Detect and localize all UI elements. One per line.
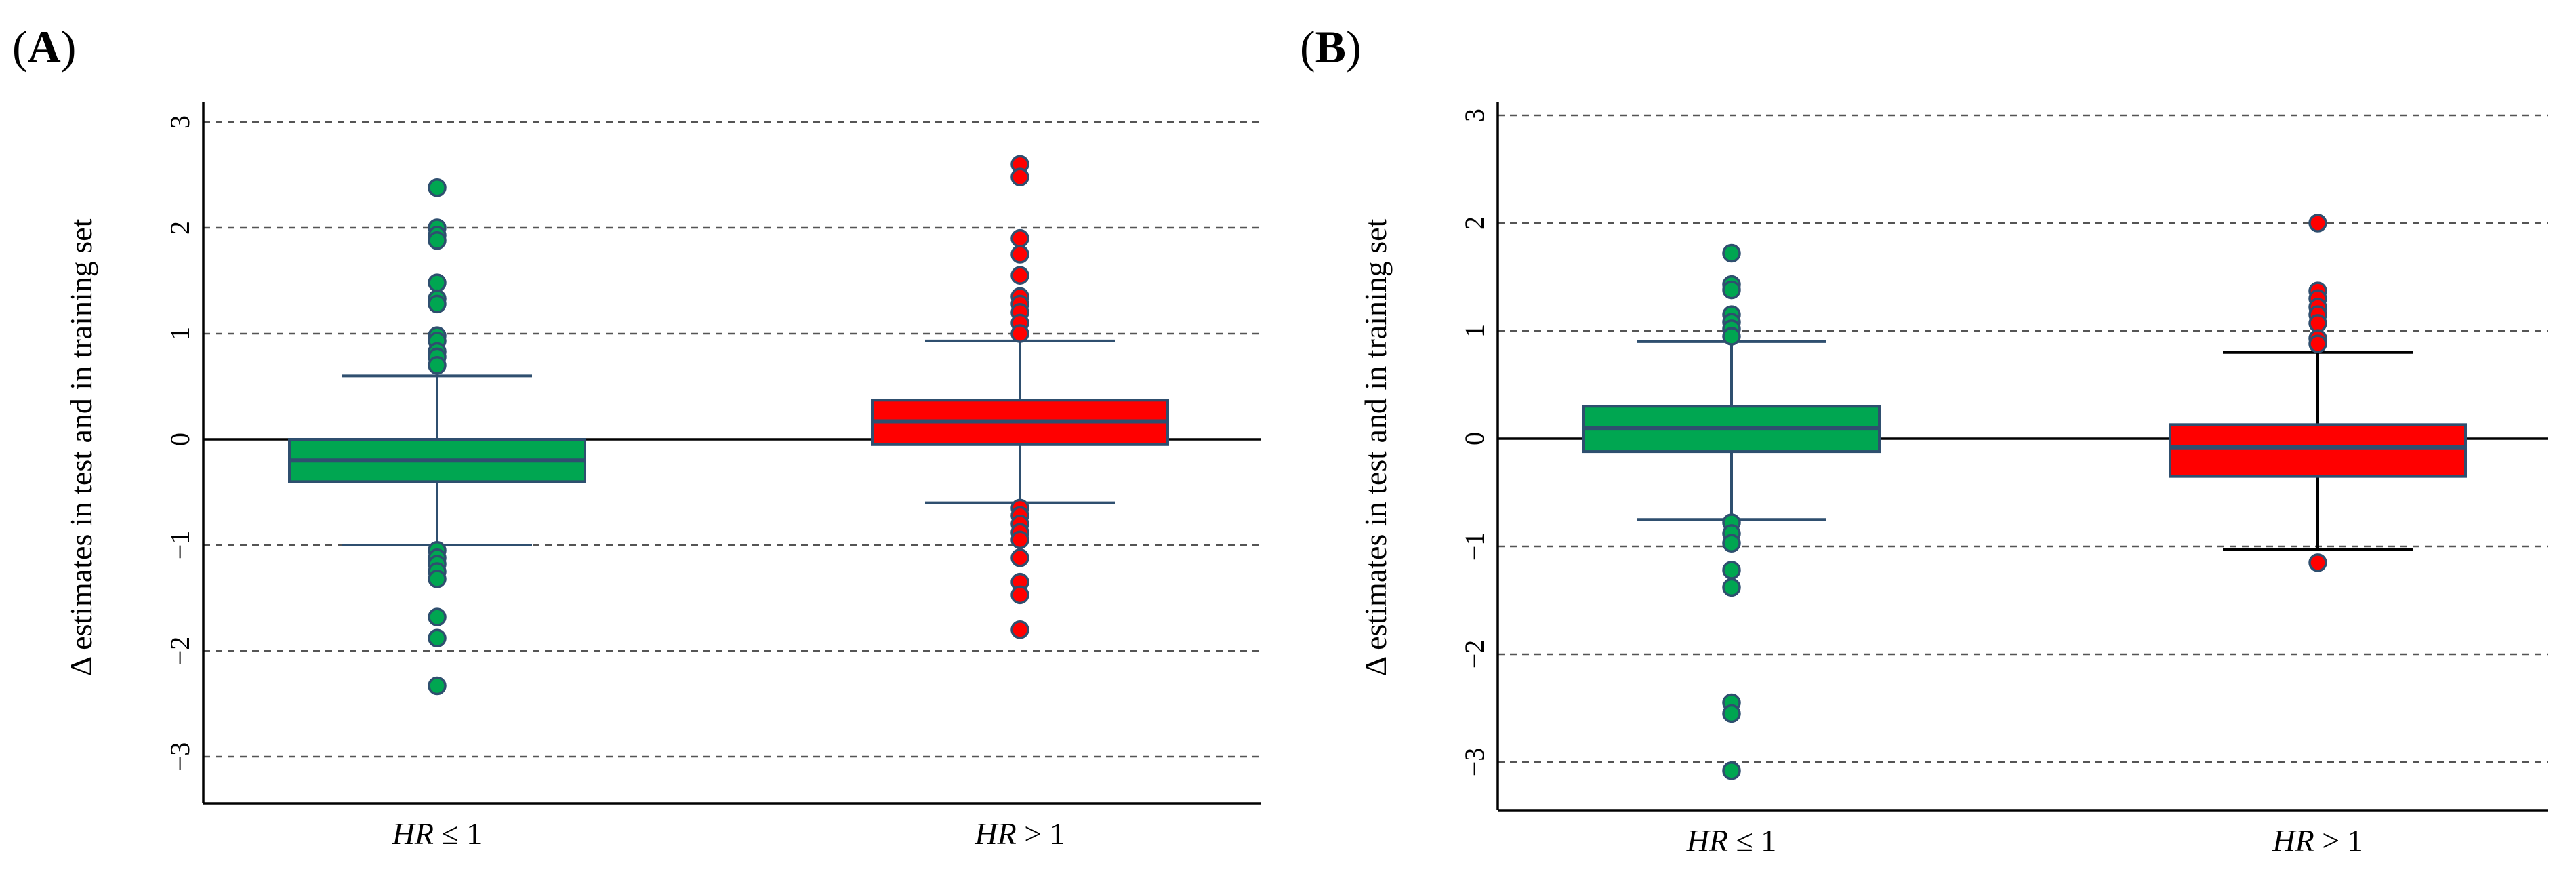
- panel-a-boxes: [288, 155, 1169, 696]
- panel-b-y-tick-label: −1: [1459, 532, 1490, 561]
- panel-a-hr-le-1-outlier: [428, 356, 447, 375]
- panel-a-hr-gt-1-category-op: > 1: [1017, 816, 1065, 851]
- panel-a-y-axis-label: Δ estimates in test and in training set: [64, 218, 98, 676]
- panel-a-letter: A: [28, 21, 61, 73]
- panel-b-y-tick-label: 1: [1459, 324, 1490, 338]
- panel-b-hr-le-1-outlier: [1722, 280, 1741, 300]
- panel-b-y-tick-label: −3: [1459, 748, 1490, 777]
- panel-a-hr-gt-1-category-hr: HR: [974, 816, 1016, 851]
- panel-a-hr-gt-1-outlier: [1010, 266, 1029, 285]
- panel-b-label-text: (B): [1300, 21, 1362, 73]
- panel-b-hr-gt-1-category-label: HR > 1: [2272, 823, 2363, 858]
- panel-b-hr-le-1-outlier: [1722, 534, 1741, 553]
- panel-a-hr-gt-1-outlier: [1010, 548, 1029, 567]
- panel-b-hr-gt-1-category-hr: HR: [2272, 823, 2314, 858]
- panel-b-hr-le-1-outlier: [1722, 761, 1741, 780]
- panel-a-y-tick-label: 0: [165, 433, 195, 446]
- panel-b-y-tick-label: 3: [1459, 108, 1490, 122]
- panel-a-hr-le-1-category-hr: HR: [392, 816, 434, 851]
- panel-a-y-tick-label: 3: [165, 115, 195, 129]
- panel-a-hr-le-1-outlier: [428, 570, 447, 588]
- panel-b-label: (B): [1300, 21, 1362, 73]
- panel-a-y-ticks: 3 2 1 0 −1 −2 −3: [165, 115, 195, 771]
- panel-a-hr-le-1-box-group: [288, 178, 586, 696]
- panel-a-hr-gt-1-outlier: [1010, 324, 1029, 343]
- panel-a-label: (A): [12, 21, 76, 73]
- panel-a-y-tick-label: 1: [165, 327, 195, 340]
- panel-a-x-categories: HR ≤ 1 HR > 1: [392, 816, 1065, 851]
- panel-b-hr-gt-1-outlier: [2308, 314, 2327, 333]
- panel-a-y-tick-label: 2: [165, 221, 195, 235]
- panel-b-paren-close: ): [1346, 21, 1362, 73]
- panel-b-hr-gt-1-outlier: [2308, 553, 2327, 572]
- panel-b-hr-le-1-outlier: [1722, 327, 1741, 346]
- panel-a-paren-close: ): [61, 21, 77, 73]
- panel-b-paren-open: (: [1300, 21, 1315, 73]
- panel-a-hr-gt-1-box-group: [871, 155, 1169, 639]
- panel-b-hr-gt-1-outlier: [2308, 214, 2327, 233]
- panel-a-hr-le-1-outlier: [428, 231, 447, 250]
- panel-b-letter: B: [1315, 21, 1346, 73]
- panel-b-boxes: [1582, 214, 2467, 780]
- panel-b-hr-gt-1-outlier: [2308, 334, 2327, 353]
- panel-a-hr-gt-1-outlier: [1010, 620, 1029, 639]
- panel-b-axes: [1496, 102, 2548, 812]
- panel-a-hr-le-1-outlier: [428, 607, 447, 626]
- panel-a-hr-le-1-outlier: [428, 294, 447, 314]
- panel-a-axes: [202, 102, 1261, 805]
- panel-a-label-text: (A): [12, 21, 76, 73]
- panel-b-hr-le-1-outlier: [1722, 704, 1741, 723]
- panel-a-hr-le-1-outlier: [428, 178, 447, 197]
- panel-a-hr-le-1-outlier: [428, 273, 447, 292]
- panel-b-hr-gt-1-box-group: [2169, 214, 2467, 572]
- panel-b-y-tick-label: 0: [1459, 432, 1490, 445]
- panel-b-y-tick-label: 2: [1459, 216, 1490, 230]
- panel-b-hr-le-1-category-op: ≤ 1: [1728, 823, 1776, 858]
- panel-b-hr-gt-1-box: [2169, 423, 2467, 478]
- panel-a-hr-gt-1-outlier: [1010, 530, 1029, 549]
- panel-a-hr-le-1-category-op: ≤ 1: [434, 816, 482, 851]
- panel-a-hr-le-1-outlier: [428, 676, 447, 696]
- panel-a-y-tick-label: −1: [165, 531, 195, 560]
- panel-b-hr-le-1-outlier: [1722, 578, 1741, 597]
- panel-a-paren-open: (: [12, 21, 28, 73]
- panel-b-hr-le-1-category-label: HR ≤ 1: [1686, 823, 1777, 858]
- panel-a-hr-le-1-outlier: [428, 628, 447, 648]
- panel-b-hr-le-1-outlier: [1722, 243, 1741, 263]
- panel-b-x-categories: HR ≤ 1 HR > 1: [1686, 823, 2363, 858]
- panel-b-hr-le-1-category-hr: HR: [1686, 823, 1728, 858]
- panel-a-y-tick-label: −3: [165, 742, 195, 772]
- panel-a-hr-gt-1-outlier: [1010, 228, 1029, 248]
- panel-a-y-tick-label: −2: [165, 637, 195, 666]
- panel-a-hr-gt-1-outlier: [1010, 167, 1029, 186]
- panel-b-y-ticks: 3 2 1 0 −1 −2 −3: [1459, 108, 1490, 776]
- panel-a-hr-gt-1-outlier: [1010, 245, 1029, 264]
- panel-b-hr-le-1-box-group: [1582, 243, 1881, 780]
- panel-b-y-tick-label: −2: [1459, 640, 1490, 669]
- panel-a: (A) Δ estimates in test and in training …: [12, 21, 1261, 851]
- panel-b-hr-le-1-outlier: [1722, 561, 1741, 580]
- panel-a-hr-gt-1-category-label: HR > 1: [974, 816, 1065, 851]
- panel-a-hr-le-1-category-label: HR ≤ 1: [392, 816, 483, 851]
- panel-b-y-axis-label: Δ estimates in test and in training set: [1358, 218, 1393, 676]
- panel-a-hr-gt-1-outlier: [1010, 585, 1029, 605]
- panel-b: (B) Δ estimates in test and in training …: [1300, 21, 2548, 858]
- panel-b-hr-gt-1-category-op: > 1: [2314, 823, 2363, 858]
